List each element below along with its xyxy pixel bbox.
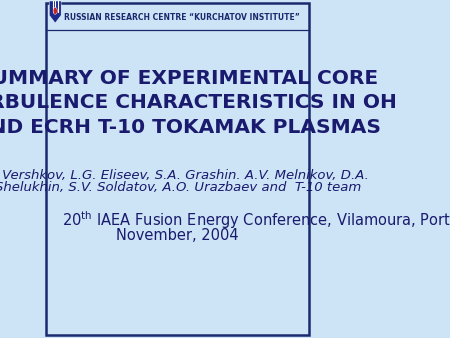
Text: SUMMARY OF EXPERIMENTAL CORE
TURBULENCE CHARACTERISTICS IN OH
AND ECRH T-10 TOKA: SUMMARY OF EXPERIMENTAL CORE TURBULENCE … bbox=[0, 69, 396, 137]
Text: Shelukhin, S.V. Soldatov, A.O. Urazbaev and  T-10 team: Shelukhin, S.V. Soldatov, A.O. Urazbaev … bbox=[0, 182, 361, 194]
Text: RUSSIAN RESEARCH CENTRE “KURCHATOV INSTITUTE”: RUSSIAN RESEARCH CENTRE “KURCHATOV INSTI… bbox=[63, 14, 299, 23]
Text: $\mathregular{20}^{\mathregular{th}}$ IAEA Fusion Energy Conference, Vilamoura, : $\mathregular{20}^{\mathregular{th}}$ IA… bbox=[62, 209, 450, 231]
Polygon shape bbox=[50, 1, 61, 23]
Circle shape bbox=[53, 7, 57, 15]
Text: November, 2004: November, 2004 bbox=[117, 227, 239, 242]
Text: V. Vershkov, L.G. Eliseev, S.A. Grashin. A.V. Melnikov, D.A.: V. Vershkov, L.G. Eliseev, S.A. Grashin.… bbox=[0, 169, 369, 182]
